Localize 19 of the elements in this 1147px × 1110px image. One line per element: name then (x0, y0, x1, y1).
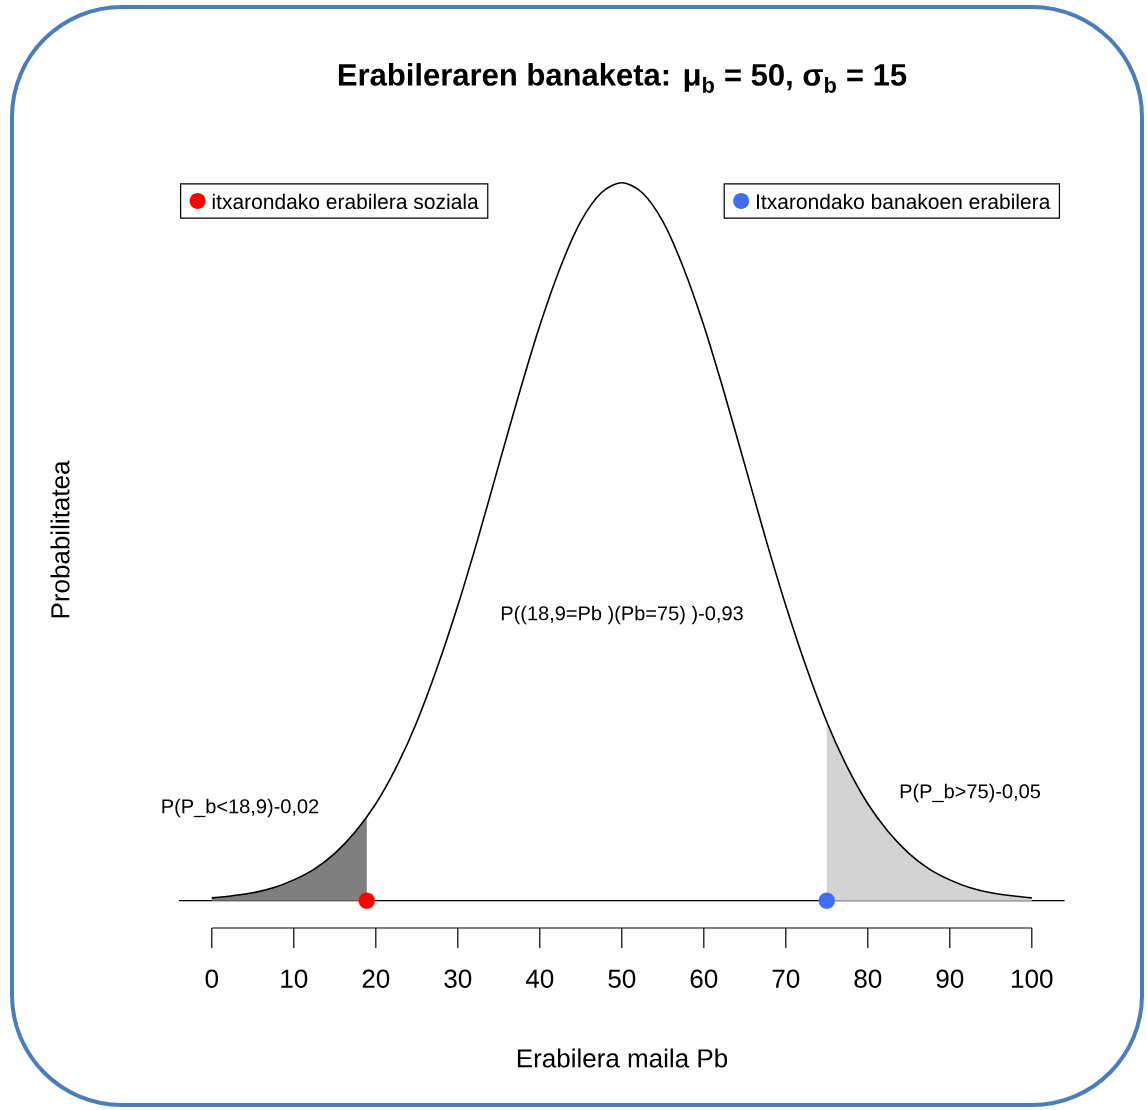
x-tick-label: 100 (1012, 969, 1053, 988)
x-tick-label: 90 (936, 969, 964, 988)
x-tick-label: 10 (281, 969, 308, 988)
x-tick-label: 80 (854, 969, 882, 988)
x-tick-label: 40 (525, 969, 554, 988)
y-axis-title: Probabilitatea (50, 460, 70, 618)
x-tick-label: 30 (444, 969, 472, 988)
x-tick-label: 60 (690, 969, 718, 988)
x-tick-label: 70 (772, 969, 800, 988)
x-axis-title: Erabilera maila Pb (517, 1048, 728, 1068)
x-tick-label: 50 (608, 969, 636, 988)
legend-label: itxarondako erabilera soziala (212, 193, 479, 210)
annotation: P(P_b>75)-0,05 (900, 783, 1041, 803)
annotation: P(P_b<18,9)-0,02 (162, 798, 319, 818)
x-tick-label: 20 (362, 969, 390, 988)
annotation: P((18,9=Pb )(Pb=75) )-0,93 (501, 605, 743, 625)
x-tick-label: 0 (205, 969, 219, 988)
chart-title: Erabileraren banaketa: μ$_{b}$ = 50, σ$_{b}$ = 15 (338, 63, 907, 93)
legend-label: Itxarondako banakoen erabilera (756, 193, 1051, 210)
